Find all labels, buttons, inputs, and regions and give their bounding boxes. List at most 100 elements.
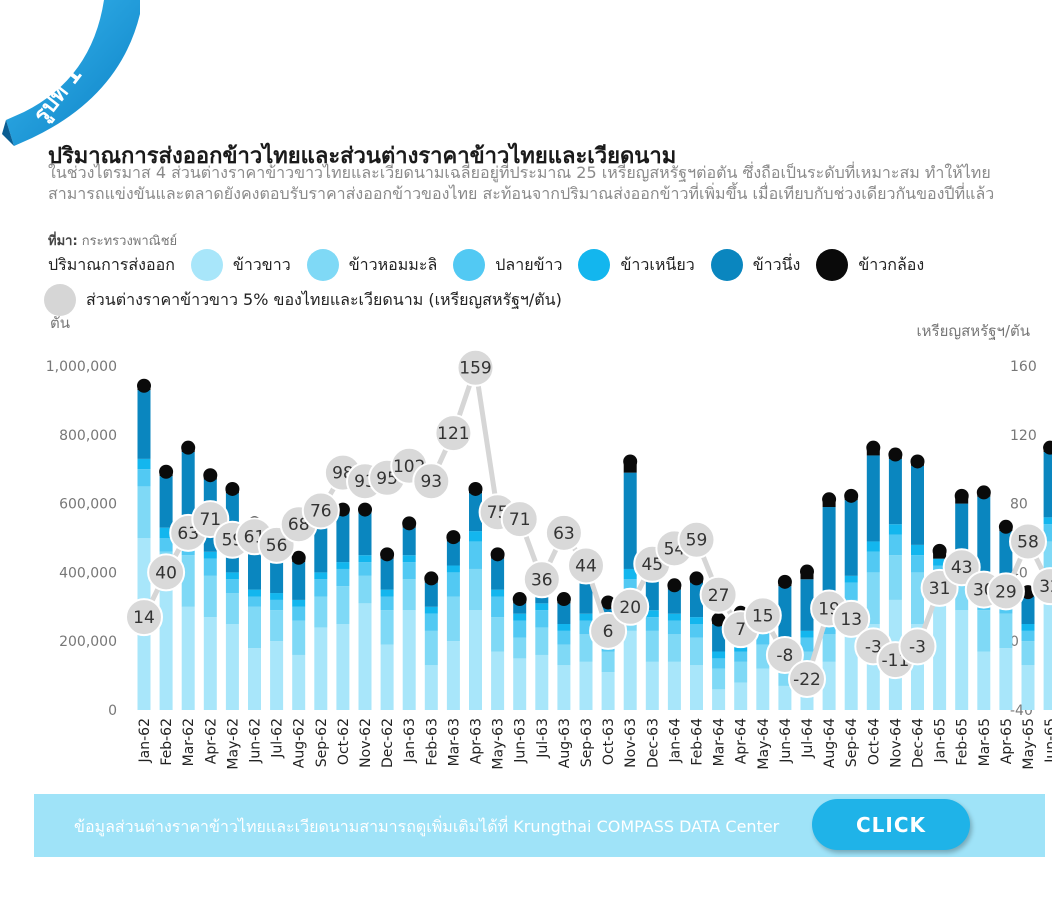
spread-data-label: 68 xyxy=(288,515,310,535)
x-tick-label: Nov-62 xyxy=(358,718,374,768)
bar-segment xyxy=(270,641,284,710)
bar-segment xyxy=(469,541,482,569)
spread-data-label: 14 xyxy=(133,608,155,628)
bar-segment xyxy=(248,589,261,597)
legend-label: ข้าวหอมมะลิ xyxy=(348,254,438,274)
x-tick-label: Mar-65 xyxy=(977,718,993,766)
bar-stack xyxy=(380,547,395,710)
bar-segment xyxy=(1043,524,1052,542)
bar-segment-brown-rice xyxy=(712,619,726,624)
bar-segment xyxy=(358,603,372,710)
bar-segment xyxy=(336,562,350,569)
bar-segment-brown-rice xyxy=(667,585,681,590)
bar-segment xyxy=(667,613,681,621)
x-tick-label: Jul-62 xyxy=(270,718,286,759)
bar-segment-brown-rice xyxy=(380,554,394,559)
bar-segment xyxy=(888,458,902,525)
bar-segment xyxy=(446,641,460,710)
x-tick-label: Jun-62 xyxy=(248,718,264,764)
bar-segment-brown-rice xyxy=(866,447,880,456)
legend-swatch xyxy=(306,249,339,281)
right-axis-unit: เหรียญสหรัฐฯ/ตัน xyxy=(917,322,1031,340)
spread-data-label: 93 xyxy=(420,472,442,492)
bar-segment xyxy=(579,661,593,710)
bar-segment xyxy=(888,534,902,556)
bar-segment xyxy=(690,582,703,618)
bar-segment xyxy=(822,507,836,611)
right-tick-label: 80 xyxy=(1010,497,1028,513)
spread-data-label: 56 xyxy=(266,536,288,556)
bar-segment-brown-rice xyxy=(888,454,902,459)
bar-stack xyxy=(468,481,483,710)
bar-segment xyxy=(911,555,924,573)
bar-segment xyxy=(800,579,814,631)
bar-segment xyxy=(137,390,151,459)
right-tick-label: 0 xyxy=(1010,634,1019,650)
legend-swatch xyxy=(710,249,743,281)
bar-segment xyxy=(911,544,924,556)
bar-segment xyxy=(402,555,416,563)
bar-segment xyxy=(491,558,505,590)
spread-data-label: 15 xyxy=(752,606,774,626)
spread-data-label: 7 xyxy=(735,620,746,640)
spread-data-label: 76 xyxy=(310,501,332,521)
x-tick-label: Dec-62 xyxy=(380,718,396,768)
bar-segment xyxy=(734,651,748,662)
footer-banner: ข้อมูลส่วนต่างราคาข้าวไทยและเวียดนามสามา… xyxy=(34,794,1045,857)
bar-segment xyxy=(225,624,239,710)
bar-segment xyxy=(336,624,350,710)
spread-point xyxy=(522,560,561,599)
click-button[interactable]: CLICK xyxy=(812,799,970,850)
bar-segment xyxy=(159,579,173,710)
spread-data-label: 44 xyxy=(575,557,597,577)
bar-segment xyxy=(159,527,173,538)
left-tick-label: 800,000 xyxy=(59,428,117,444)
bar-segment xyxy=(292,599,306,607)
bar-segment-brown-rice xyxy=(358,509,372,511)
bar-segment xyxy=(181,555,195,607)
bar-segment-brown-rice xyxy=(513,599,527,604)
legend-item-parboiled: ข้าวนึ่ง xyxy=(710,249,800,281)
spread-point xyxy=(677,520,716,559)
bar-segment xyxy=(999,648,1013,710)
bar-segment xyxy=(645,661,659,710)
bar-segment xyxy=(1021,641,1035,666)
legend-swatch xyxy=(190,249,223,281)
x-tick-label: Sep-63 xyxy=(579,718,595,767)
bar-segment-brown-rice xyxy=(911,461,924,466)
bar-segment xyxy=(999,613,1013,649)
bar-segment xyxy=(756,668,770,710)
bar-segment xyxy=(358,510,372,556)
bar-segment-brown-rice xyxy=(955,495,969,504)
bar-segment xyxy=(667,620,681,635)
spread-data-label: 31 xyxy=(929,579,951,599)
bar-segment xyxy=(645,630,659,662)
legend-item-glutinous: ข้าวเหนียว xyxy=(578,249,695,281)
right-tick-label: 120 xyxy=(1010,428,1037,444)
bar-segment xyxy=(159,476,173,528)
spread-data-label: 6 xyxy=(603,622,614,642)
bar-segment xyxy=(248,596,261,607)
spread-data-label: 45 xyxy=(641,555,663,575)
bar-segment xyxy=(1021,596,1035,624)
legend-spread: ส่วนต่างราคาข้าวขาว 5% ของไทยและเวียดนาม… xyxy=(44,284,562,316)
bar-stack xyxy=(844,488,859,710)
chart-subtitle: ในช่วงไตรมาส 4 ส่วนต่างราคาข้าวขาวไทยและ… xyxy=(48,163,995,203)
bar-segment xyxy=(955,610,969,710)
legend-export-title: ปริมาณการส่งออก xyxy=(48,254,175,274)
bar-segment xyxy=(844,634,858,710)
bar-segment xyxy=(690,624,703,638)
bar-segment-brown-rice xyxy=(1043,447,1052,452)
bar-segment-brown-rice xyxy=(777,574,792,589)
bar-segment xyxy=(1043,572,1052,710)
bar-segment xyxy=(137,469,151,487)
spread-data-label: -8 xyxy=(776,646,793,666)
bar-segment xyxy=(292,606,306,621)
spread-point xyxy=(434,414,473,453)
bar-segment xyxy=(623,630,637,710)
x-tick-label: Sep-62 xyxy=(314,718,330,767)
bar-segment xyxy=(225,572,239,580)
legend-swatch xyxy=(44,284,76,316)
bar-segment xyxy=(601,672,615,710)
bar-segment-brown-rice xyxy=(778,581,792,587)
